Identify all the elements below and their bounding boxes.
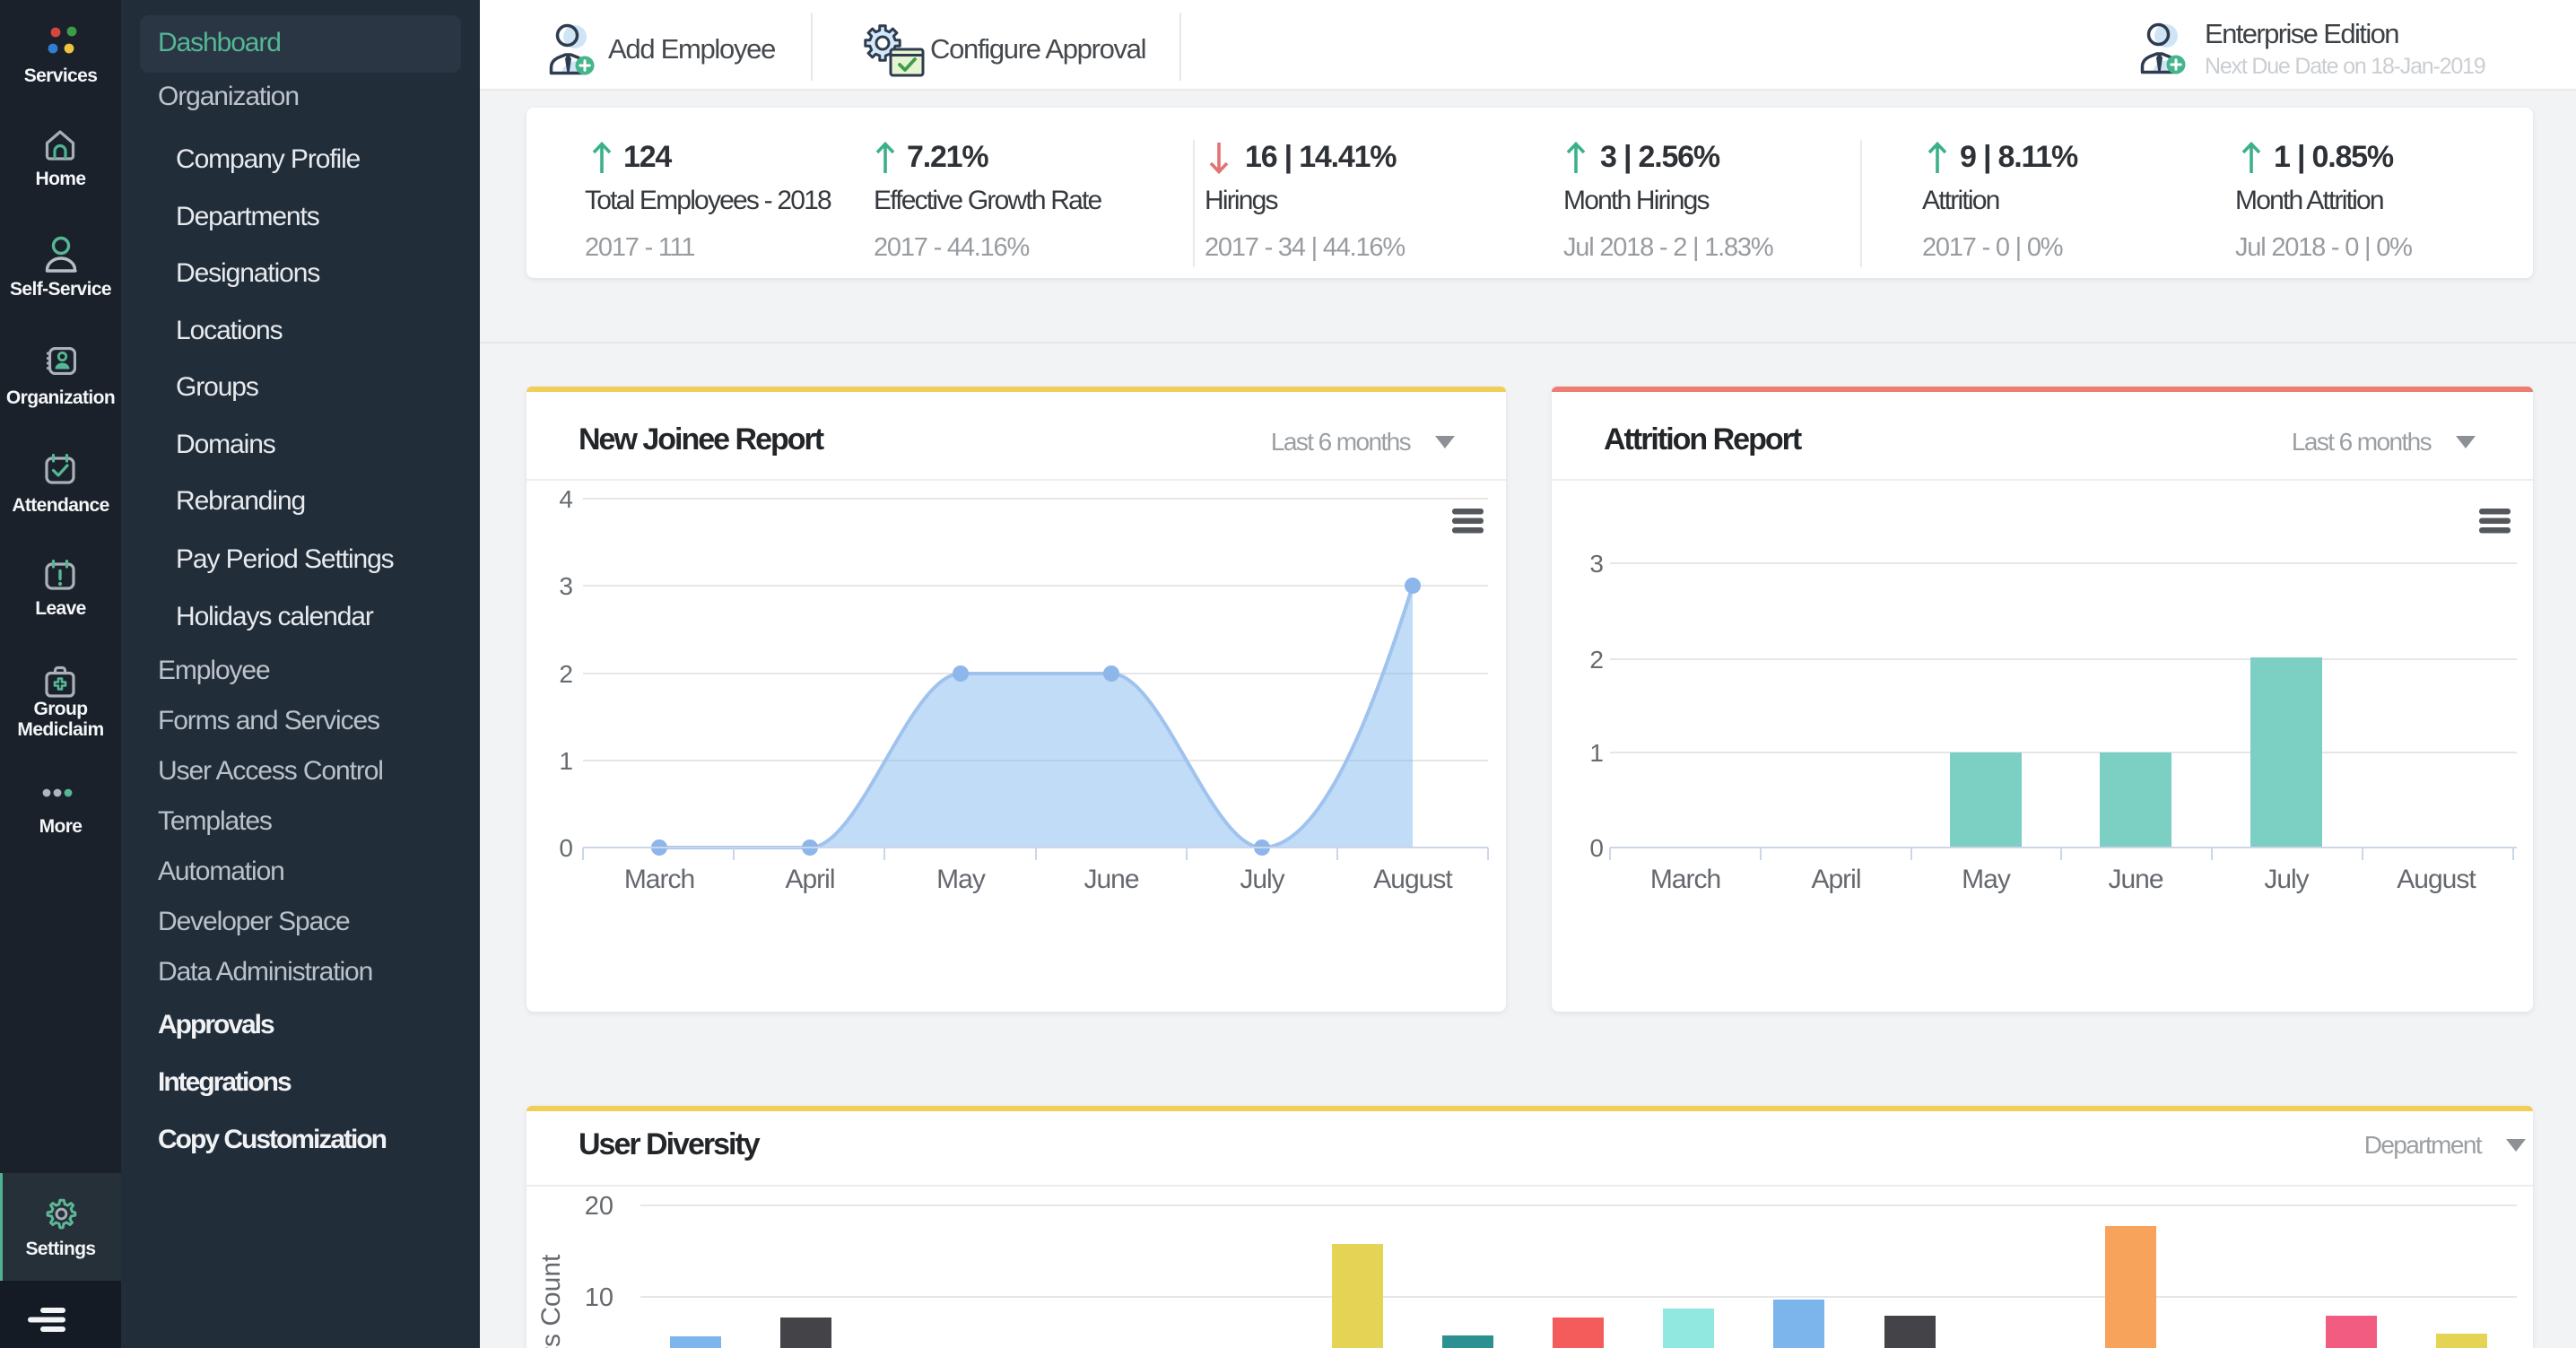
svg-text:June: June bbox=[2108, 865, 2163, 894]
svg-text:August: August bbox=[2397, 865, 2476, 894]
svg-text:July: July bbox=[1240, 865, 1284, 894]
svg-text:4: 4 bbox=[559, 485, 573, 513]
svg-text:Users Count: Users Count bbox=[536, 1254, 566, 1348]
svg-text:May: May bbox=[1962, 865, 2011, 894]
svg-text:April: April bbox=[1811, 865, 1860, 894]
svg-text:2: 2 bbox=[1589, 646, 1604, 674]
svg-text:3: 3 bbox=[1589, 550, 1604, 578]
svg-text:March: March bbox=[624, 865, 694, 894]
svg-text:July: July bbox=[2264, 865, 2309, 894]
svg-text:1: 1 bbox=[1589, 739, 1604, 767]
svg-text:March: March bbox=[1650, 865, 1720, 894]
svg-text:10: 10 bbox=[585, 1283, 614, 1312]
svg-text:May: May bbox=[936, 865, 986, 894]
svg-text:April: April bbox=[785, 865, 834, 894]
svg-text:June: June bbox=[1083, 865, 1138, 894]
svg-text:2: 2 bbox=[559, 660, 573, 688]
svg-text:0: 0 bbox=[1589, 834, 1604, 862]
svg-text:20: 20 bbox=[585, 1192, 614, 1221]
svg-text:0: 0 bbox=[559, 834, 573, 862]
svg-text:1: 1 bbox=[559, 747, 573, 775]
svg-text:3: 3 bbox=[559, 572, 573, 600]
svg-text:August: August bbox=[1373, 865, 1453, 894]
